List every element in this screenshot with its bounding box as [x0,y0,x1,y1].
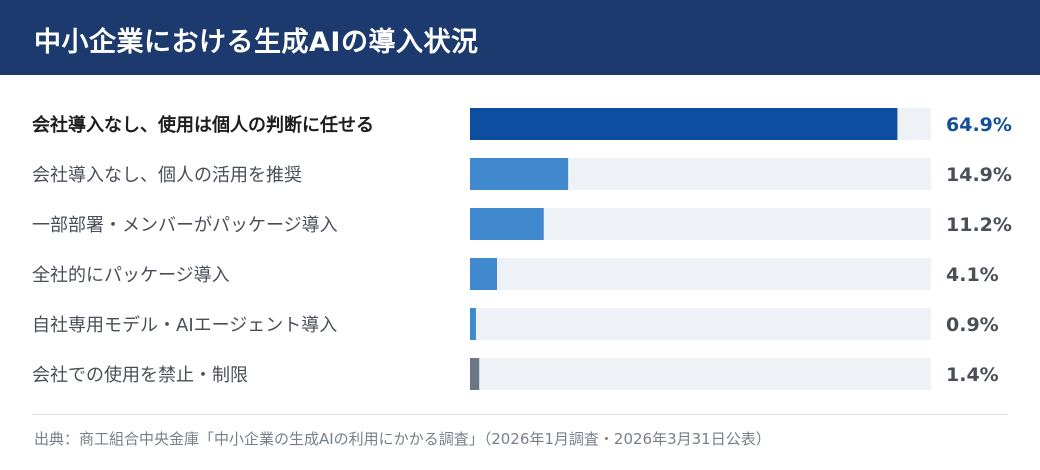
bar [470,358,480,390]
value-label: 11.2% [946,214,1012,236]
bar [470,258,498,290]
value-label: 4.1% [946,264,999,286]
bar [470,308,476,340]
category-label: 自社専用モデル・AIエージェント導入 [32,315,337,336]
value-label: 64.9% [946,114,1012,136]
header-bar [0,0,1040,75]
divider [32,414,1008,415]
bar [470,108,898,140]
category-label: 一部部署・メンバーがパッケージ導入 [32,215,338,236]
value-label: 14.9% [946,164,1012,186]
bar-track [470,258,931,290]
category-label: 会社導入なし、個人の活用を推奨 [32,165,302,186]
bar [470,158,569,190]
bar-track [470,208,931,240]
category-label: 会社導入なし、使用は個人の判断に任せる [32,114,374,136]
bar [470,208,544,240]
value-label: 0.9% [946,314,999,336]
category-label: 全社的にパッケージ導入 [32,265,230,286]
source-note: 出典：商工組合中央金庫「中小企業の生成AIの利用にかかる調査」（2026年1月調… [34,430,771,448]
bar-track [470,308,931,340]
bar-track [470,358,931,390]
chart-title: 中小企業における生成AIの導入状況 [34,27,479,58]
value-label: 1.4% [946,364,999,386]
category-label: 会社での使用を禁止・制限 [32,365,248,386]
